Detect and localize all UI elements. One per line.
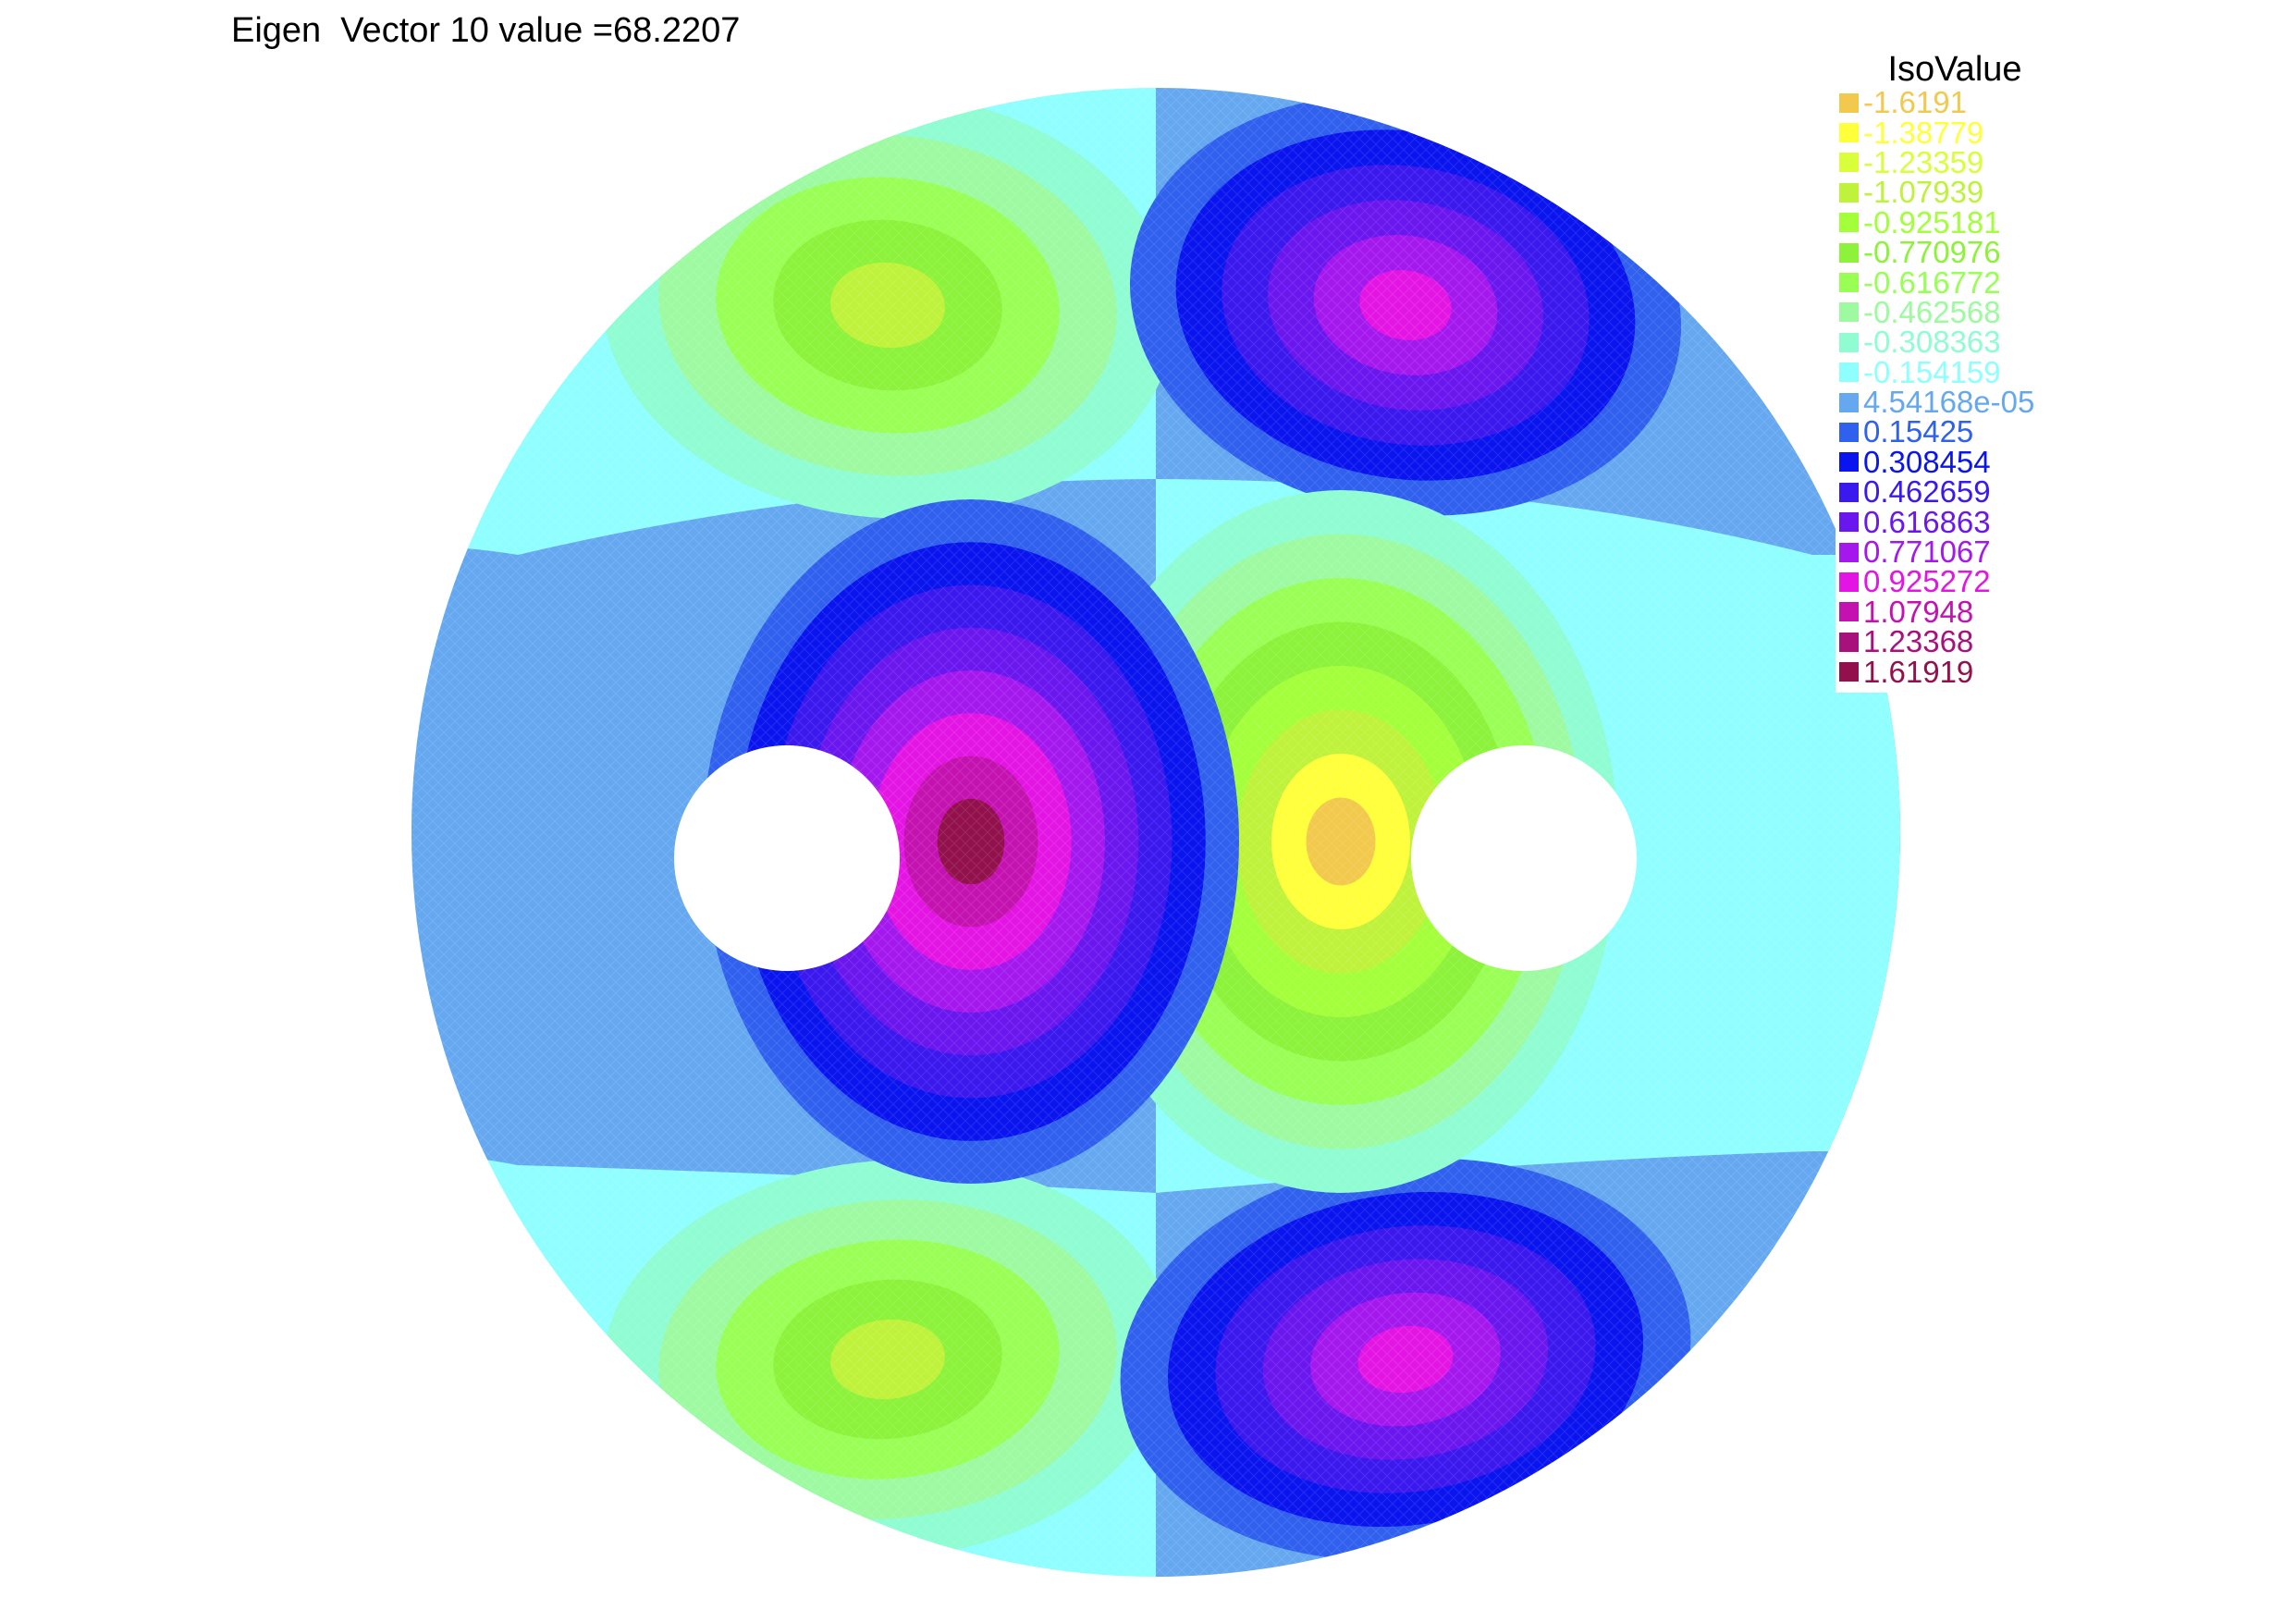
legend-title: IsoValue	[1887, 50, 2022, 89]
legend-label: -1.38779	[1863, 115, 1984, 150]
legend-swatch	[1839, 602, 1859, 622]
legend-swatch	[1839, 662, 1859, 682]
legend-entry: 0.308454	[1839, 444, 2052, 479]
legend-entry: -0.616772	[1839, 264, 2052, 300]
legend-entry: -1.23359	[1839, 144, 2052, 179]
legend-entry: -0.462568	[1839, 294, 2052, 329]
legend-entry: -1.38779	[1839, 115, 2052, 150]
legend-swatch	[1839, 571, 1859, 592]
legend-label: 0.925272	[1863, 564, 1991, 599]
legend-swatch	[1839, 332, 1859, 352]
legend-swatch	[1839, 273, 1859, 293]
legend-swatch	[1839, 92, 1859, 113]
legend-entry: -0.770976	[1839, 235, 2052, 270]
left-hole	[674, 745, 900, 971]
legend-entry: -0.308363	[1839, 325, 2052, 360]
legend-swatch	[1839, 182, 1859, 203]
isovalue-legend: IsoValue -1.6191 -1.38779 -1.23359 -1.07939…	[1836, 51, 2056, 693]
legend-entry: -0.154159	[1839, 354, 2052, 389]
legend-label: -1.23359	[1863, 144, 1984, 179]
legend-swatch	[1839, 153, 1859, 173]
legend-swatch	[1839, 242, 1859, 263]
legend-label: 0.15425	[1863, 414, 1974, 449]
legend-entry: 1.23368	[1839, 624, 2052, 659]
legend-label: 0.616863	[1863, 504, 1991, 539]
legend-swatch	[1839, 482, 1859, 502]
legend-entry: 1.07948	[1839, 594, 2052, 629]
legend-entry: 0.462659	[1839, 474, 2052, 510]
legend-swatch	[1839, 512, 1859, 533]
legend-label: -0.308363	[1863, 325, 2001, 360]
legend-entry: 0.771067	[1839, 535, 2052, 570]
legend-label: 0.308454	[1863, 444, 1991, 479]
legend-label: 0.771067	[1863, 535, 1991, 570]
plot-title: Eigen Vector 10 value =68.2207	[231, 11, 741, 50]
legend-label: -1.07939	[1863, 175, 1984, 210]
legend-label: -0.616772	[1863, 264, 2001, 300]
legend-entry: 0.616863	[1839, 504, 2052, 539]
legend-entry: 1.61919	[1839, 654, 2052, 689]
legend-swatch	[1839, 422, 1859, 442]
legend-label: 1.07948	[1863, 594, 1974, 629]
legend-swatch	[1839, 452, 1859, 473]
legend-label: 1.23368	[1863, 624, 1974, 659]
legend-label: -0.770976	[1863, 235, 2001, 270]
legend-entry: -0.925181	[1839, 204, 2052, 240]
legend-label: 1.61919	[1863, 654, 1974, 689]
legend-entry: -1.07939	[1839, 175, 2052, 210]
legend-swatch	[1839, 123, 1859, 143]
legend-label: -1.6191	[1863, 85, 1967, 120]
legend-entry: 0.15425	[1839, 414, 2052, 449]
legend-label: -0.462568	[1863, 294, 2001, 329]
legend-label: 4.54168e-05	[1863, 385, 2035, 420]
legend-swatch	[1839, 392, 1859, 412]
legend-entry: 4.54168e-05	[1839, 387, 2052, 417]
legend-label: -0.925181	[1863, 204, 2001, 240]
legend-swatch	[1839, 213, 1859, 233]
legend-swatch	[1839, 632, 1859, 652]
legend-swatch	[1839, 542, 1859, 562]
legend-swatch	[1839, 302, 1859, 323]
right-hole	[1411, 745, 1637, 971]
legend-entry: -1.6191	[1839, 85, 2052, 120]
legend-entries: -1.6191 -1.38779 -1.23359 -1.07939 -0.925181…	[1839, 85, 2052, 689]
legend-label: -0.154159	[1863, 354, 2001, 389]
legend-label: 0.462659	[1863, 474, 1991, 510]
legend-entry: 0.925272	[1839, 564, 2052, 599]
legend-swatch	[1839, 362, 1859, 383]
